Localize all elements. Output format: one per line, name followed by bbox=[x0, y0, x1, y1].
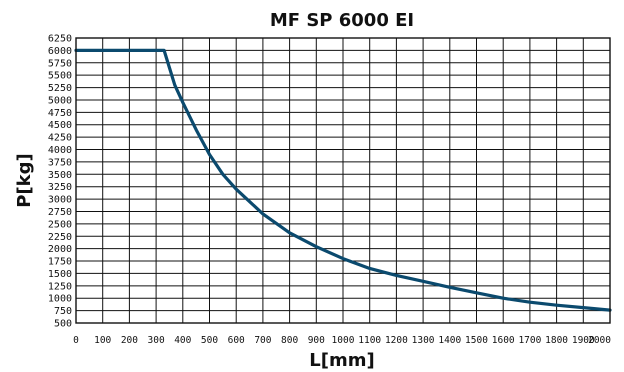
x-tick-label: 100 bbox=[94, 335, 111, 346]
x-tick-label: 800 bbox=[281, 335, 298, 346]
x-tick-label: 0 bbox=[73, 335, 79, 346]
x-tick-label: 900 bbox=[308, 335, 325, 346]
chart-title: MF SP 6000 EI bbox=[270, 10, 414, 31]
x-tick-label: 2000 bbox=[588, 335, 611, 346]
y-tick-label: 5250 bbox=[48, 83, 72, 94]
x-tick-label: 1400 bbox=[438, 335, 461, 346]
y-tick-label: 4000 bbox=[48, 145, 72, 156]
y-tick-label: 2500 bbox=[48, 219, 72, 230]
y-tick-label: 500 bbox=[54, 319, 72, 330]
y-tick-label: 1750 bbox=[48, 257, 72, 268]
x-tick-label: 1600 bbox=[492, 335, 515, 346]
x-axis-label: L[mm] bbox=[309, 350, 374, 371]
y-tick-label: 1500 bbox=[48, 269, 72, 280]
y-tick-label: 5500 bbox=[48, 71, 72, 82]
x-tick-label: 1300 bbox=[412, 335, 435, 346]
x-tick-label: 200 bbox=[121, 335, 138, 346]
y-tick-label: 3750 bbox=[48, 157, 72, 168]
y-tick-label: 2000 bbox=[48, 244, 72, 255]
y-tick-label: 3500 bbox=[48, 170, 72, 181]
plot-frame bbox=[75, 37, 611, 324]
y-tick-label: 2750 bbox=[48, 207, 72, 218]
y-tick-label: 1250 bbox=[48, 281, 72, 292]
y-tick-label: 6000 bbox=[48, 46, 72, 57]
load-curve bbox=[74, 48, 612, 312]
y-tick-label: 4500 bbox=[48, 120, 72, 131]
x-tick-label: 1500 bbox=[465, 335, 488, 346]
x-tick-label: 1000 bbox=[332, 335, 355, 346]
x-tick-label: 600 bbox=[228, 335, 245, 346]
y-tick-label: 5750 bbox=[48, 58, 72, 69]
x-tick-label: 1200 bbox=[385, 335, 408, 346]
x-tick-label: 300 bbox=[148, 335, 165, 346]
y-tick-label: 3000 bbox=[48, 195, 72, 206]
x-tick-label: 400 bbox=[174, 335, 191, 346]
y-tick-label: 4750 bbox=[48, 108, 72, 119]
y-tick-label: 4250 bbox=[48, 133, 72, 144]
x-axis-ticks: 0 100 200 300 400 500 600 700 800 900 1000 1100 1200… bbox=[73, 335, 611, 346]
y-tick-label: 750 bbox=[54, 306, 72, 317]
y-tick-label: 1000 bbox=[48, 294, 72, 305]
y-tick-label: 6250 bbox=[48, 34, 72, 45]
x-tick-label: 1100 bbox=[358, 335, 381, 346]
y-tick-label: 3250 bbox=[48, 182, 72, 193]
x-tick-label: 1800 bbox=[545, 335, 568, 346]
y-tick-label: 2250 bbox=[48, 232, 72, 243]
x-tick-label: 700 bbox=[254, 335, 271, 346]
x-tick-label: 500 bbox=[201, 335, 218, 346]
x-tick-label: 1700 bbox=[518, 335, 541, 346]
y-tick-label: 5000 bbox=[48, 95, 72, 106]
x-tick-label: 1900 bbox=[572, 335, 595, 346]
grid bbox=[75, 37, 611, 324]
y-axis-label: P[kg] bbox=[14, 153, 35, 208]
